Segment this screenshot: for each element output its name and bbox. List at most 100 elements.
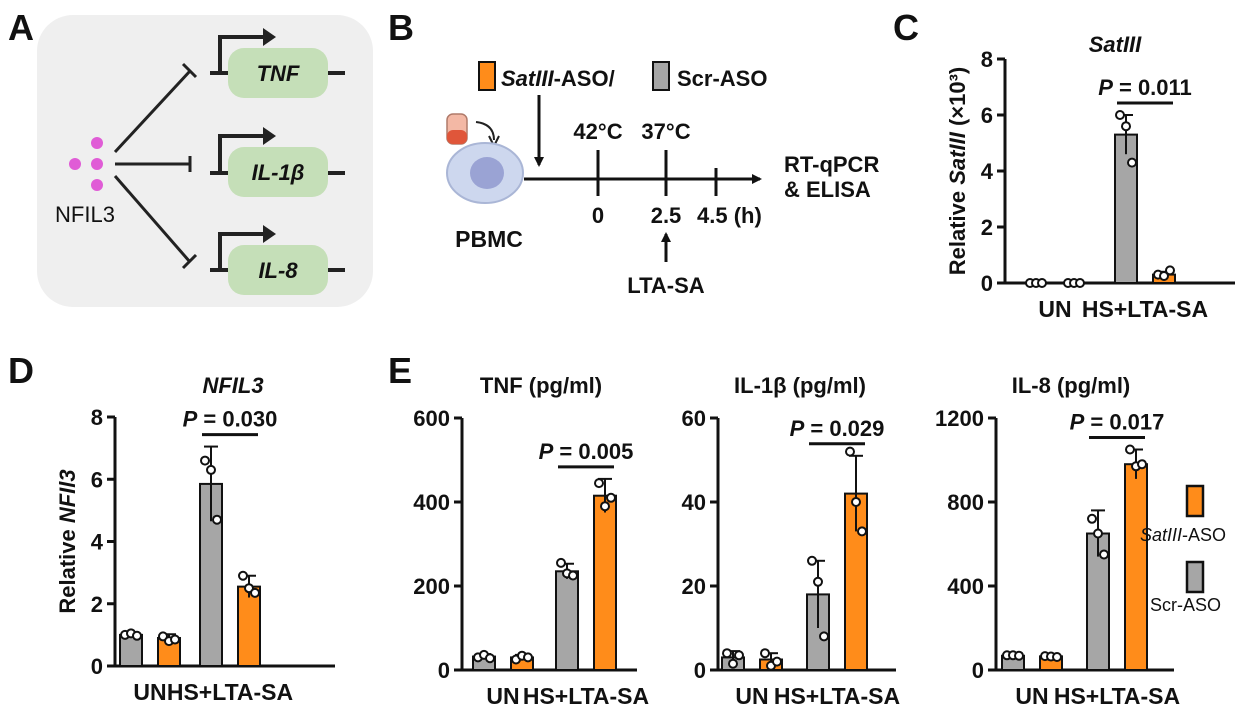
- scr-aso-swatch: [652, 61, 670, 91]
- y-tick-label: 400: [947, 574, 984, 599]
- chart-title: IL-8 (pg/ml): [1012, 373, 1131, 398]
- chart-title: TNF (pg/ml): [480, 373, 602, 398]
- bar: [593, 494, 617, 672]
- x-group-label: HS+LTA-SA: [1054, 683, 1180, 709]
- bar: [1114, 133, 1138, 284]
- data-point: [1125, 444, 1135, 455]
- p-value-label: P = 0.030: [183, 407, 278, 432]
- x-group-label: UN: [1038, 296, 1071, 322]
- chart-tnf: 0 200 400 600 TNF (pg/ml) UN HS+LTA-SA P = 0.00…: [413, 373, 649, 709]
- legend-gray-swatch: [1185, 560, 1205, 594]
- data-point: [594, 478, 604, 489]
- data-point: [556, 557, 566, 568]
- data-point: [523, 652, 533, 663]
- gene-il1b: IL-1β: [210, 127, 345, 197]
- temp-42: 42°C: [573, 119, 622, 144]
- x-group-label: HS+LTA-SA: [523, 683, 649, 709]
- x-group-label: UN: [133, 679, 166, 705]
- data-point: [1052, 651, 1062, 662]
- chart-il8: 0 400 800 1200 IL-8 (pg/ml) UN HS+LTA-SA P = 0.…: [935, 373, 1180, 709]
- p-value-label: P = 0.011: [1098, 75, 1192, 100]
- panel-letter-a: A: [8, 7, 34, 48]
- bar: [555, 570, 579, 671]
- p-value-label: P = 0.005: [539, 439, 634, 464]
- time-2-5: 2.5: [651, 203, 682, 228]
- panel-a-diagram: NFIL3 TNF IL-1β IL-8: [37, 15, 373, 307]
- y-tick-label: 0: [972, 658, 984, 683]
- data-point: [1127, 157, 1137, 168]
- legend: SatIII-ASO Scr-ASO: [1140, 484, 1226, 615]
- x-group-label: HS+LTA-SA: [774, 683, 900, 709]
- time-0: 0: [592, 203, 604, 228]
- y-axis-label: Relative SatIII (×10³): [945, 67, 970, 276]
- y-tick-label: 8: [981, 47, 993, 72]
- data-point: [813, 576, 823, 587]
- data-point: [1115, 110, 1125, 120]
- y-tick-label: 4: [91, 530, 104, 555]
- data-point: [722, 648, 732, 659]
- data-point: [1137, 459, 1147, 470]
- y-tick-label: 8: [91, 405, 103, 430]
- y-tick-label: 60: [682, 406, 706, 431]
- lta-sa-label: LTA-SA: [627, 273, 704, 298]
- data-point: [728, 658, 738, 669]
- data-point: [1121, 121, 1131, 132]
- chart-title: IL-1β (pg/ml): [734, 373, 866, 398]
- x-group-label: UN: [1015, 683, 1048, 709]
- data-point: [819, 631, 829, 642]
- x-group-label: HS+LTA-SA: [1082, 296, 1208, 322]
- gene-il1b-label: IL-1β: [252, 160, 305, 185]
- y-tick-label: 6: [981, 103, 993, 128]
- satiii-aso-label: SatIII-ASO/: [501, 66, 615, 91]
- panel-letter-d: D: [8, 350, 34, 391]
- legend-gray-label: Scr-ASO: [1150, 595, 1221, 615]
- time-4-5: 4.5 (h): [697, 203, 762, 228]
- data-point: [1014, 650, 1024, 661]
- y-tick-label: 1200: [935, 406, 984, 431]
- x-group-label: UN: [486, 683, 519, 709]
- data-point: [1037, 278, 1047, 288]
- data-point: [200, 455, 210, 466]
- data-point: [212, 514, 222, 525]
- bar: [1124, 463, 1148, 672]
- data-point: [734, 650, 744, 661]
- p-value-label: P = 0.029: [790, 416, 885, 441]
- data-point: [170, 634, 180, 645]
- y-tick-label: 0: [91, 654, 103, 679]
- pbmc-cell-icon: [446, 113, 524, 204]
- data-point: [600, 501, 610, 512]
- y-tick-label: 4: [981, 159, 994, 184]
- pbmc-label: PBMC: [455, 226, 523, 252]
- chart-title: SatIII: [1089, 32, 1142, 57]
- p-value-label: P = 0.017: [1070, 410, 1165, 435]
- data-point: [760, 648, 770, 659]
- legend-orange-swatch: [1185, 484, 1205, 518]
- y-tick-label: 800: [947, 490, 984, 515]
- chart-satiii: 0 2 4 6 8 SatIII Relative SatIII (×10³) UN HS+LT…: [945, 32, 1235, 322]
- panel-b-timeline: SatIII-ASO/ Scr-ASO PBMC 42°C 37°C 0 2.5…: [446, 61, 879, 298]
- data-point: [1099, 549, 1109, 560]
- data-point: [485, 653, 495, 664]
- y-tick-label: 2: [91, 592, 103, 617]
- y-tick-label: 40: [682, 490, 706, 515]
- data-point: [845, 446, 855, 457]
- gene-il8-label: IL-8: [258, 258, 298, 283]
- data-point: [606, 492, 616, 503]
- data-point: [851, 497, 861, 507]
- y-tick-label: 400: [413, 490, 450, 515]
- data-point: [132, 630, 142, 641]
- readout-line1: RT-qPCR: [784, 152, 879, 177]
- chart-nfil3: 0 2 4 6 8 NFIL3 Relative NFIl3 UN HS+LTA-SA P = 0…: [55, 373, 335, 705]
- temp-37: 37°C: [641, 119, 690, 144]
- data-point: [857, 526, 867, 537]
- data-point: [1093, 528, 1103, 539]
- data-point: [238, 570, 248, 581]
- gene-tnf-label: TNF: [257, 61, 300, 86]
- panel-letter-e: E: [388, 350, 412, 391]
- y-tick-label: 0: [694, 658, 706, 683]
- data-point: [250, 587, 260, 598]
- nfil3-dots: [69, 137, 103, 191]
- data-point: [1159, 271, 1169, 281]
- y-tick-label: 0: [981, 271, 993, 296]
